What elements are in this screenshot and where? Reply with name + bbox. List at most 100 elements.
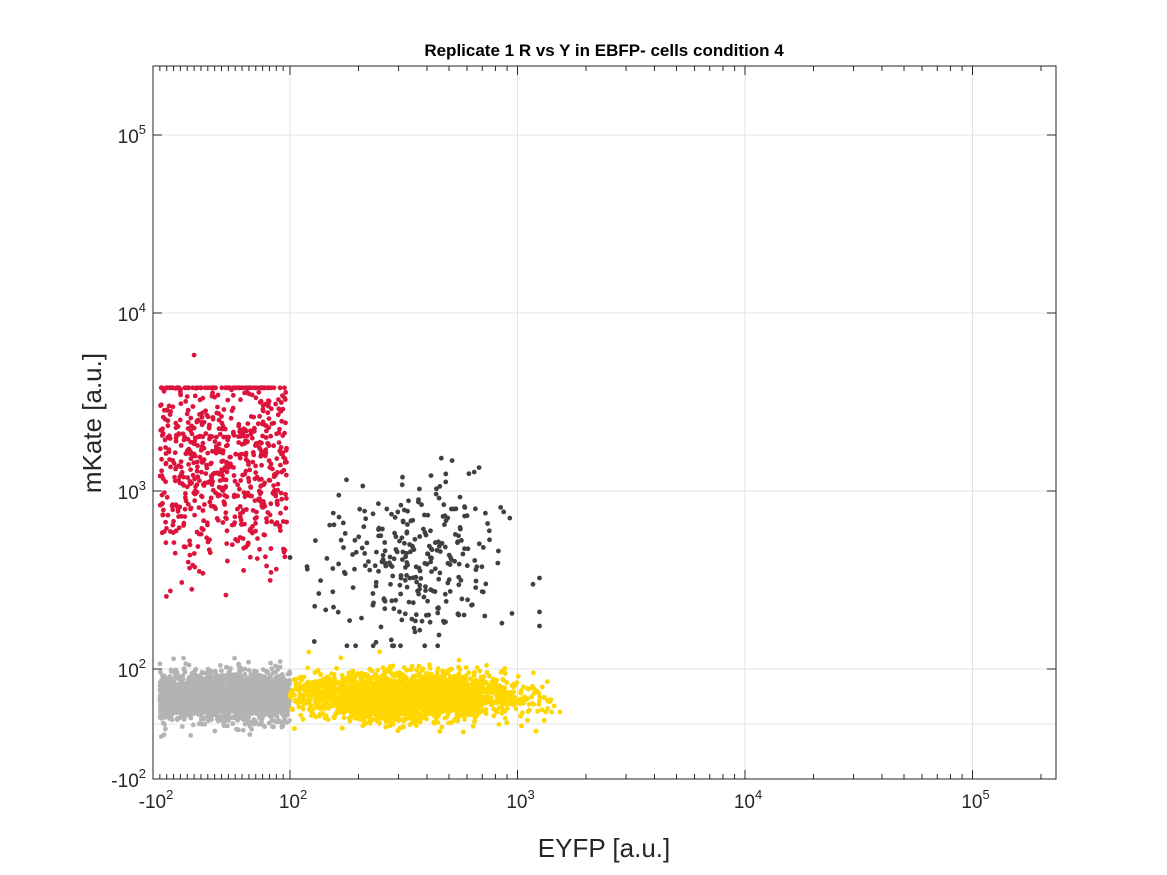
scatter-point — [211, 699, 217, 705]
scatter-point — [209, 704, 215, 710]
scatter-point — [194, 673, 200, 679]
scatter-point — [277, 659, 283, 664]
scatter-point — [221, 672, 227, 678]
scatter-point — [285, 671, 291, 677]
scatter-point — [529, 694, 534, 700]
scatter-point — [255, 672, 261, 678]
scatter-point — [232, 655, 237, 661]
scatter-point — [206, 693, 211, 699]
scatter-point — [182, 703, 188, 709]
scatter-point — [188, 733, 194, 738]
scatter-point — [387, 723, 393, 729]
scatter-point — [242, 666, 248, 672]
scatter-point — [223, 665, 229, 670]
scatter-point — [414, 667, 420, 673]
scatter-point — [234, 726, 239, 732]
scatter-point — [205, 706, 211, 712]
scatter-point — [192, 706, 197, 712]
scatter-point — [496, 722, 502, 727]
scatter-point — [219, 715, 225, 721]
scatter-point — [231, 715, 237, 721]
scatter-point — [225, 676, 231, 682]
scatter-point — [241, 703, 247, 709]
scatter-point — [221, 693, 226, 699]
scatter-point — [251, 682, 257, 688]
scatter-point — [241, 700, 247, 706]
scatter-point — [258, 691, 264, 697]
scatter-point — [557, 709, 563, 715]
scatter-point — [218, 697, 223, 703]
scatter-point — [272, 690, 278, 696]
scatter-point — [252, 698, 258, 704]
data-points — [157, 352, 563, 739]
scatter-point — [225, 723, 230, 729]
scatter-point — [164, 680, 170, 686]
scatter-point — [270, 724, 275, 729]
scatter-point — [268, 686, 273, 692]
scatter-point — [270, 695, 275, 700]
scatter-point — [183, 661, 189, 667]
scatter-point — [172, 701, 178, 706]
scatter-point — [169, 717, 175, 723]
scatter-point — [181, 655, 186, 661]
scatter-point — [214, 672, 219, 678]
scatter-point — [178, 705, 184, 711]
scatter-point — [277, 686, 283, 692]
scatter-point — [251, 720, 256, 726]
scatter-point — [427, 662, 432, 668]
scatter-point — [167, 674, 173, 679]
scatter-point — [267, 713, 273, 719]
scatter-point — [232, 675, 238, 680]
scatter-point — [259, 713, 265, 718]
scatter-point — [283, 706, 288, 711]
scatter-point — [247, 732, 253, 737]
scatter-point — [189, 676, 195, 682]
scatter-point — [435, 666, 441, 671]
scatter-point — [185, 687, 191, 693]
scatter-point — [159, 685, 165, 690]
scatter-point — [219, 701, 225, 707]
scatter-point — [262, 724, 267, 729]
scatter-point — [179, 724, 185, 729]
scatter-point — [246, 720, 251, 726]
scatter-point — [266, 690, 272, 696]
scatter-point — [168, 667, 174, 673]
scatter-point — [167, 705, 172, 711]
scatter-point — [273, 663, 278, 669]
scatter-point — [539, 684, 545, 690]
scatter-point — [196, 721, 202, 727]
scatter-point — [477, 668, 483, 674]
scatter-point — [383, 724, 389, 730]
scatter-point — [313, 714, 319, 720]
scatter-point — [240, 681, 246, 687]
scatter-point — [197, 677, 203, 683]
scatter-point — [200, 710, 206, 716]
scatter-point — [279, 720, 284, 726]
scatter-point — [264, 668, 270, 674]
scatter-point — [232, 683, 238, 689]
scatter-point — [161, 732, 167, 738]
scatter-point — [225, 698, 231, 704]
scatter-point — [262, 704, 268, 709]
scatter-point — [186, 700, 192, 706]
scatter-point — [520, 684, 526, 690]
scatter-point — [502, 666, 508, 671]
scatter-point — [250, 678, 256, 683]
scatter-point — [171, 656, 177, 662]
scatter-point — [244, 675, 250, 681]
scatter-point — [242, 671, 248, 677]
scatter-point — [195, 688, 200, 694]
scatter-point — [277, 664, 283, 670]
scatter-point — [487, 673, 492, 679]
scatter-point — [263, 709, 268, 715]
scatter-point — [227, 707, 233, 713]
scatter-point — [482, 689, 487, 695]
scatter-point — [537, 694, 543, 700]
scatter-point — [163, 726, 168, 732]
scatter-point — [339, 672, 345, 678]
scatter-point — [300, 716, 306, 722]
scatter-point — [513, 706, 519, 712]
plot-background — [153, 66, 1056, 779]
scatter-point — [218, 663, 223, 668]
scatter-point — [502, 715, 508, 721]
